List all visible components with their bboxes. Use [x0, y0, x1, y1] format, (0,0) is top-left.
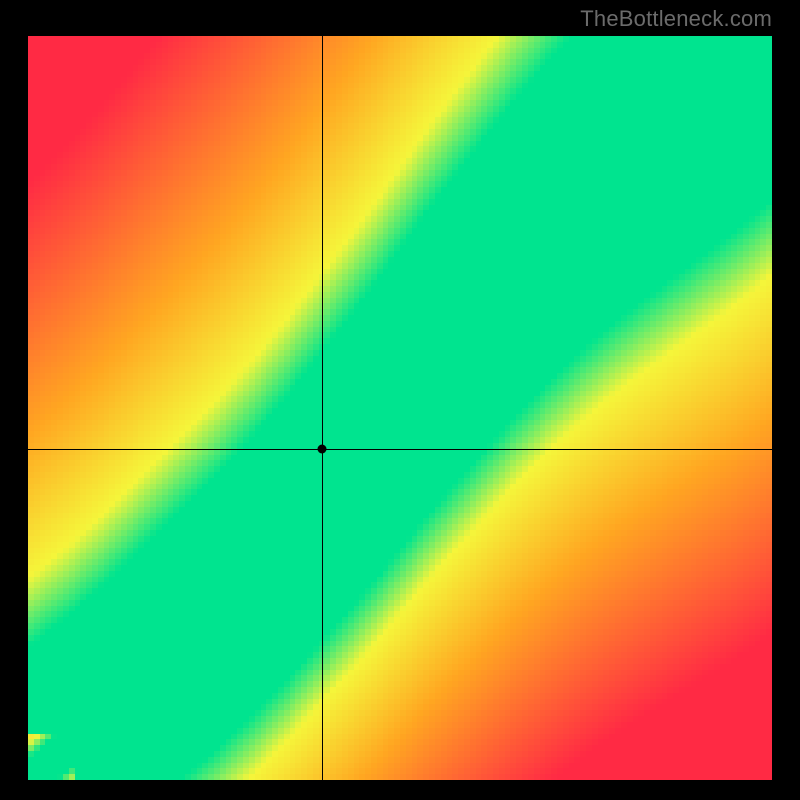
heatmap-canvas [28, 36, 772, 780]
crosshair-horizontal [28, 449, 772, 450]
chart-container: TheBottleneck.com [0, 0, 800, 800]
plot-area [28, 36, 772, 780]
crosshair-vertical [322, 36, 323, 780]
crosshair-marker[interactable] [317, 444, 326, 453]
watermark-text: TheBottleneck.com [580, 6, 772, 32]
